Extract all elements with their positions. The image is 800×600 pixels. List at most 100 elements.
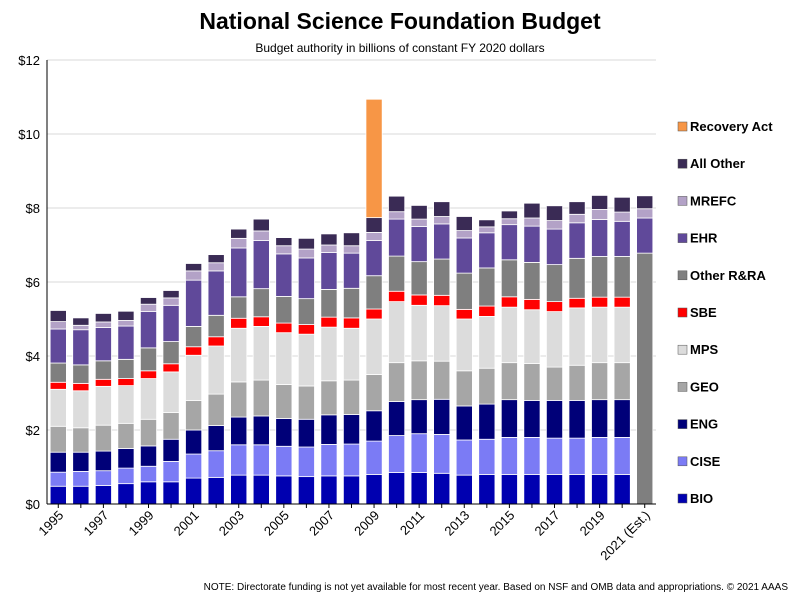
bar-segment — [410, 226, 428, 263]
legend-label: BIO — [690, 491, 713, 506]
bar-segment — [410, 399, 428, 435]
bar-segment — [72, 485, 90, 505]
legend-label: Recovery Act — [690, 119, 773, 134]
bar-segment — [49, 485, 67, 505]
bar-segment — [568, 222, 586, 259]
bar-segment — [72, 390, 90, 429]
x-tick-label: 1999 — [126, 508, 157, 539]
bar-segment — [388, 218, 406, 257]
bar-segment — [139, 418, 158, 447]
chart-title: National Science Foundation Budget — [199, 8, 601, 34]
bar-segment — [320, 414, 338, 445]
bar-segment — [613, 399, 631, 438]
bar-segment — [162, 304, 180, 342]
chart-note: NOTE: Directorate funding is not yet ava… — [203, 582, 788, 593]
bar-segment — [162, 412, 180, 440]
bar-segment — [320, 244, 338, 253]
bar-segment — [523, 399, 541, 438]
bar-segment — [207, 336, 225, 347]
bar-segment — [455, 405, 473, 441]
bar-segment — [207, 345, 225, 395]
bar-segment — [320, 251, 338, 290]
bar-segment — [545, 399, 564, 439]
bar-segment — [94, 360, 112, 380]
bar-segment — [139, 311, 158, 349]
bar-segment — [433, 201, 451, 217]
bar-segment — [388, 401, 406, 436]
bar-segment — [568, 307, 586, 366]
bar-segment — [252, 240, 270, 290]
bar-segment — [94, 321, 112, 328]
bar-segment — [365, 98, 383, 219]
legend-swatch — [677, 158, 688, 169]
bar-segment — [433, 360, 451, 400]
bar-segment — [49, 321, 67, 330]
bar-segment — [252, 316, 270, 327]
bar-segment — [568, 399, 586, 439]
x-tick-label: 2005 — [261, 508, 292, 539]
bar-segment — [275, 418, 293, 447]
bar-segment — [297, 476, 315, 505]
bar-segment — [478, 219, 496, 228]
bar-segment — [185, 453, 203, 479]
bar-segment — [613, 296, 631, 308]
bar-segment — [275, 332, 293, 385]
bar-segment — [365, 374, 383, 412]
bar-segment — [207, 393, 225, 426]
bar-segment — [410, 261, 428, 296]
bar-segment — [230, 247, 248, 298]
bar-segment — [297, 248, 315, 259]
bar-segment — [478, 473, 496, 505]
bar-segment — [388, 290, 406, 303]
bar-segment — [297, 446, 315, 478]
bar-segment — [613, 220, 631, 257]
bar-segment — [636, 252, 654, 505]
bar-segment — [545, 228, 564, 266]
bar-segment — [185, 270, 203, 281]
bar-segment — [591, 473, 609, 505]
bar-segment — [568, 213, 586, 224]
bar-segment — [568, 473, 586, 505]
bar-segment — [297, 257, 315, 300]
bar-segment — [523, 217, 541, 227]
legend-swatch — [677, 456, 688, 467]
bar-segment — [185, 346, 203, 356]
bar-segment — [455, 272, 473, 310]
y-tick-label: $6 — [26, 275, 40, 290]
legend-label: Other R&RA — [690, 268, 766, 283]
bar-segment — [500, 306, 518, 364]
bar-segment — [252, 218, 270, 232]
bar-segment — [523, 362, 541, 401]
legend-label: CISE — [690, 454, 721, 469]
bar-segment — [49, 425, 67, 453]
bar-segment — [455, 230, 473, 239]
bar-segment — [613, 473, 631, 505]
x-tick-label: 2013 — [441, 508, 472, 539]
bar-segment — [117, 378, 135, 387]
bar-segment — [478, 316, 496, 369]
bar-segment — [591, 296, 609, 308]
bar-segment — [500, 218, 518, 226]
bar-segment — [455, 237, 473, 274]
bar-segment — [139, 378, 158, 420]
bar-segment — [410, 205, 428, 220]
bar-segment — [342, 414, 361, 445]
bar-segment — [320, 380, 338, 416]
bar-segment — [545, 301, 564, 312]
bar-segment — [275, 322, 293, 334]
legend: Recovery Act All Other MREFC EHR Other R&RA S… — [677, 119, 773, 506]
bar-segment — [636, 195, 654, 210]
bar-segment — [523, 309, 541, 364]
bar-segment — [185, 477, 203, 505]
bar-segment — [500, 362, 518, 401]
bar-segment — [275, 237, 293, 247]
bar-segment — [545, 205, 564, 221]
bar-segment — [545, 366, 564, 401]
y-tick-label: $12 — [18, 53, 40, 68]
bar-segment — [545, 311, 564, 368]
bar-segment — [162, 290, 180, 299]
bar-segment — [207, 262, 225, 272]
bar-segment — [252, 444, 270, 476]
bar-segment — [591, 399, 609, 438]
bar-segment — [365, 275, 383, 310]
